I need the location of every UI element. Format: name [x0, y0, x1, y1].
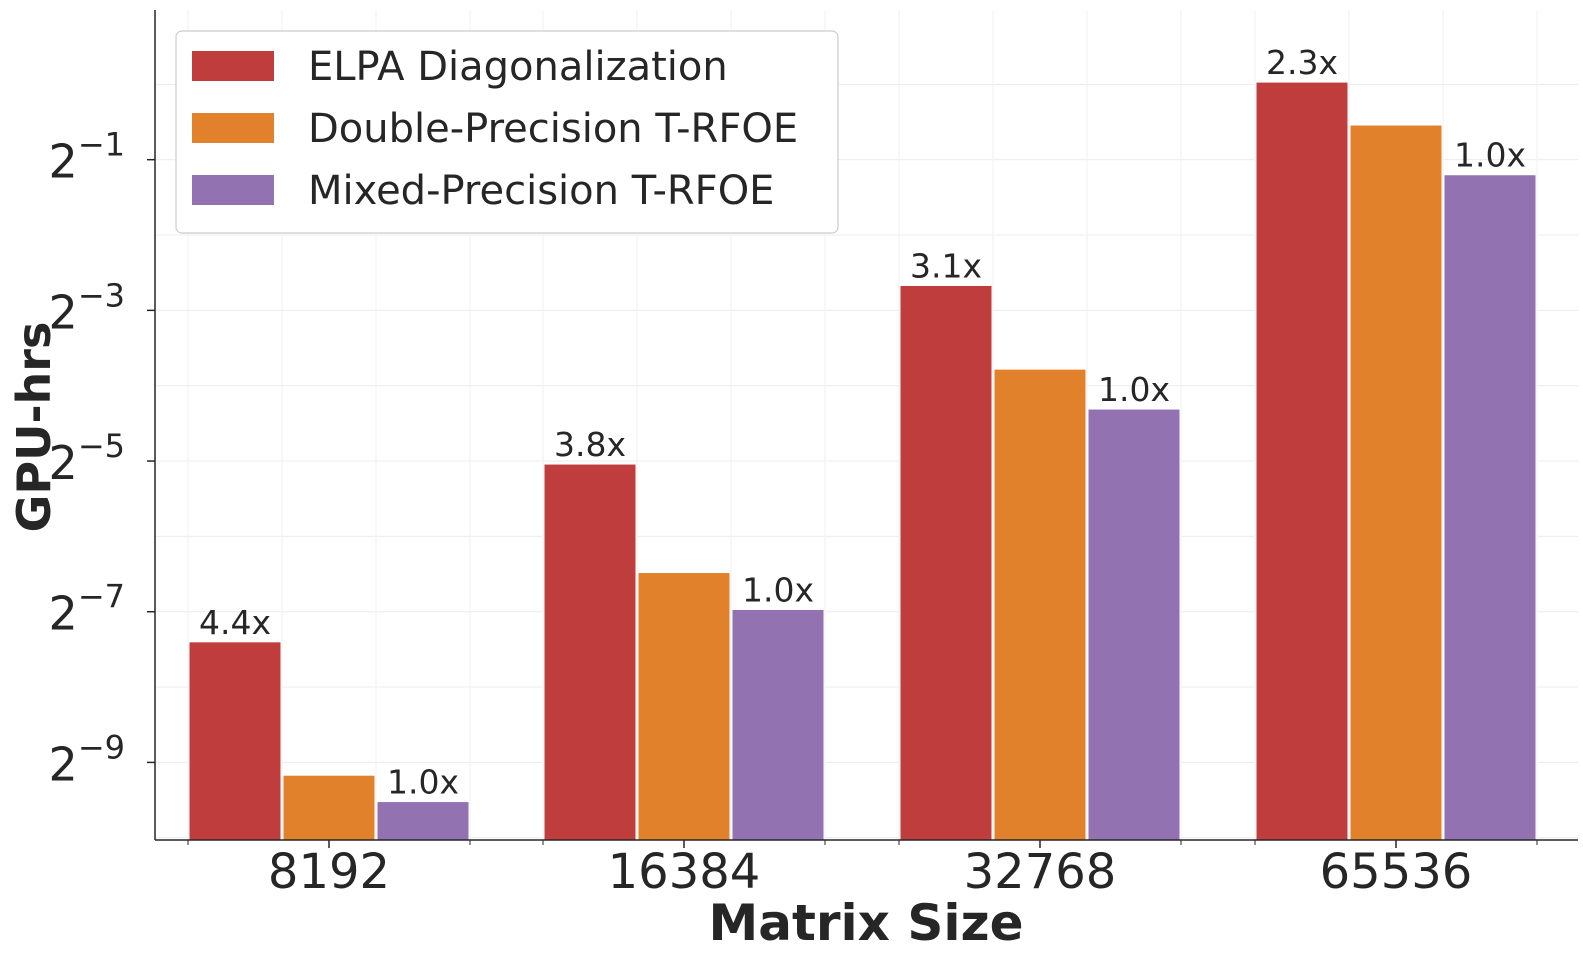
data-label-mixed-speedup: 1.0x [1098, 370, 1170, 409]
bar-mixed-precision-t-rfoe-32768 [1087, 408, 1181, 841]
x-axis-title: Matrix Size [708, 894, 1023, 952]
legend-swatch [192, 175, 274, 205]
bar-elpa-diagonalization-16384 [543, 463, 637, 841]
bar-mixed-precision-t-rfoe-16384 [731, 608, 825, 841]
legend-label: Double-Precision T-RFOE [308, 106, 798, 152]
y-tick-label: 2−3 [49, 276, 125, 339]
axes [154, 10, 1578, 841]
y-axis-title: GPU-hrs [7, 322, 61, 533]
bar-elpa-diagonalization-8192 [188, 641, 282, 841]
legend-label: Mixed-Precision T-RFOE [308, 168, 774, 214]
data-label-elpa-speedup: 3.8x [554, 425, 626, 464]
legend-frame [175, 30, 839, 234]
legend-swatch [192, 113, 274, 143]
data-label-elpa-speedup: 3.1x [910, 246, 982, 285]
ticks: 2−9 2−7 2−5 2−3 2−1 8192 16384 32768 65536 [49, 126, 1538, 900]
bar-elpa-diagonalization-65536 [1255, 81, 1349, 841]
x-tick-label: 16384 [608, 844, 761, 900]
bar-mixed-precision-t-rfoe-8192 [376, 801, 470, 841]
y-tick-label: 2−5 [49, 427, 125, 490]
x-tick-label: 65536 [1320, 844, 1473, 900]
legend: ELPA Diagonalization Double-Precision T-R… [175, 30, 839, 234]
bar-double-precision-t-rfoe-16384 [637, 572, 731, 841]
legend-label: ELPA Diagonalization [308, 44, 728, 90]
y-tick-label: 2−9 [49, 728, 125, 791]
bar-mixed-precision-t-rfoe-65536 [1443, 174, 1537, 841]
y-tick-label: 2−1 [49, 126, 125, 189]
data-labels: 4.4x 1.0x 3.8x 1.0x 3.1x 1.0x 2.3x 1.0x [199, 43, 1526, 801]
data-label-elpa-speedup: 2.3x [1266, 43, 1338, 82]
data-label-mixed-speedup: 1.0x [742, 570, 814, 609]
data-label-mixed-speedup: 1.0x [387, 763, 459, 802]
x-tick-label: 32768 [964, 844, 1117, 900]
legend-swatch [192, 51, 274, 81]
bar-double-precision-t-rfoe-32768 [993, 368, 1087, 841]
bars [188, 81, 1537, 841]
x-tick-label: 8192 [268, 844, 390, 900]
data-label-elpa-speedup: 4.4x [199, 603, 271, 642]
bar-double-precision-t-rfoe-65536 [1349, 124, 1443, 841]
bar-elpa-diagonalization-32768 [899, 284, 993, 841]
y-tick-label: 2−7 [49, 578, 125, 641]
data-label-mixed-speedup: 1.0x [1454, 136, 1526, 175]
bar-double-precision-t-rfoe-8192 [282, 774, 376, 841]
